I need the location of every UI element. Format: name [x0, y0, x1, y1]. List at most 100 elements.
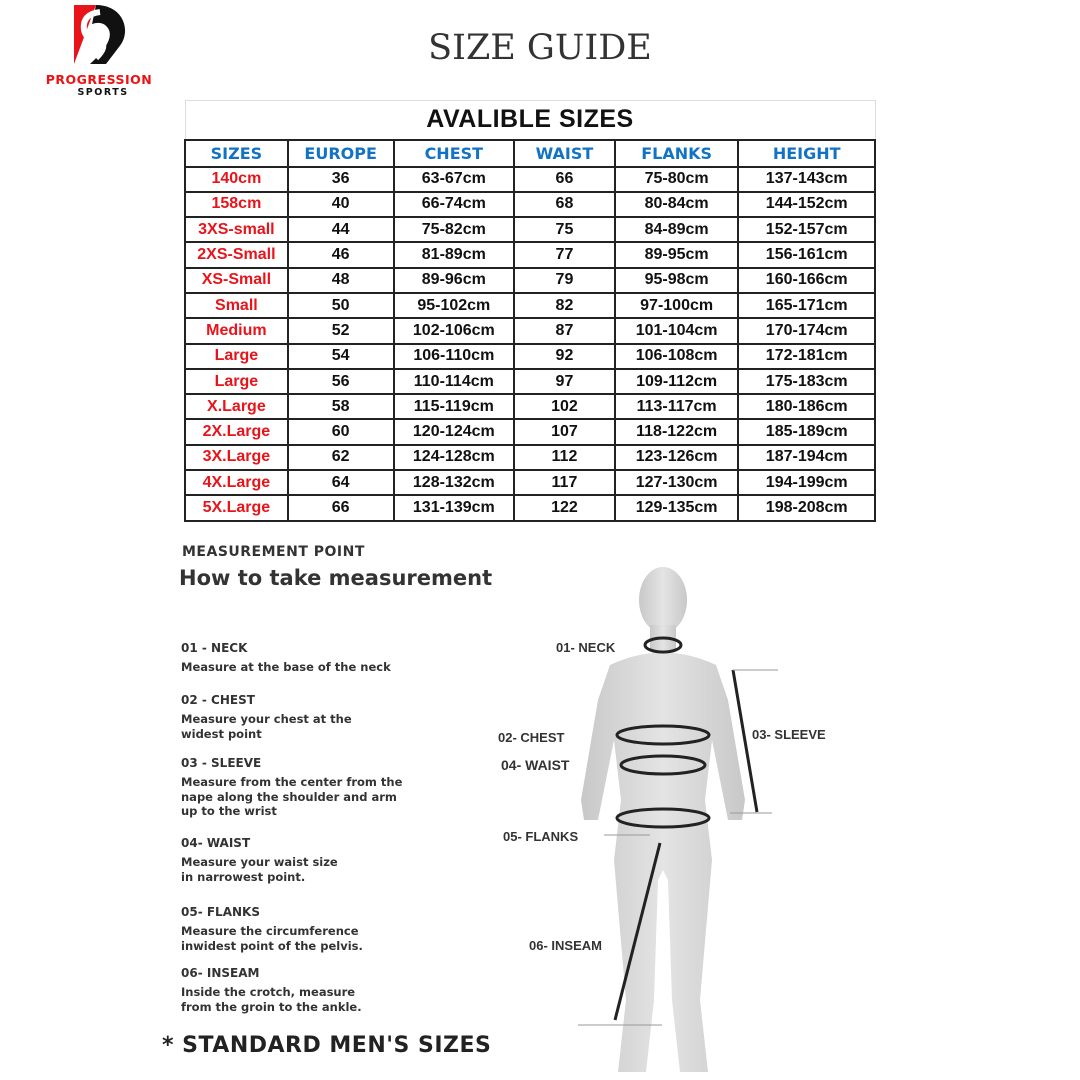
- cell-height: 194-199cm: [737, 469, 876, 497]
- step-title: 05- FLANKS: [181, 905, 260, 919]
- step-description: widest point: [181, 726, 262, 741]
- cell-chest: 95-102cm: [392, 291, 516, 320]
- figure-label-flanks: 05- FLANKS: [503, 829, 579, 844]
- table-row: 4X.Large 64 128-132cm 117 127-130cm 194-199cm: [184, 469, 876, 497]
- cell-sizes: Small: [184, 291, 289, 320]
- step-description: Measure from the center from the: [181, 775, 403, 789]
- cell-sizes: 2XS-Small: [184, 241, 289, 269]
- cell-height: 185-189cm: [737, 418, 876, 446]
- cell-height: 137-143cm: [737, 165, 876, 193]
- step-description: Inside the crotch, measure: [181, 985, 356, 999]
- cell-chest: 66-74cm: [392, 190, 516, 219]
- table-row: 5X.Large 66 131-139cm 122 129-135cm 198-208cm: [184, 494, 876, 522]
- cell-chest: 106-110cm: [392, 342, 516, 370]
- table-header-row: SIZES EUROPE CHEST WAIST FLANKS HEIGHT: [184, 138, 876, 168]
- figure-label-sleeve: 03- SLEEVE: [752, 727, 826, 742]
- figure-label-inseam: 06- INSEAM: [529, 938, 602, 953]
- cell-waist: 68: [513, 190, 616, 219]
- cell-height: 187-194cm: [737, 443, 876, 472]
- table-row: XS-Small 48 89-96cm 79 95-98cm 160-166cm: [184, 266, 876, 294]
- cell-europe: 52: [286, 317, 395, 345]
- body-figure: [578, 567, 778, 1072]
- cell-sizes: Large: [184, 342, 289, 370]
- table-row: Large 54 106-110cm 92 106-108cm 172-181cm: [184, 342, 876, 370]
- step-description: Measure the circumference: [181, 924, 359, 938]
- table-row: 158cm 40 66-74cm 68 80-84cm 144-152cm: [184, 190, 876, 219]
- table-row: 2X.Large 60 120-124cm 107 118-122cm 185-189cm: [184, 418, 876, 446]
- cell-europe: 60: [286, 418, 395, 446]
- cell-europe: 44: [286, 216, 395, 244]
- page-title: SIZE GUIDE: [428, 28, 652, 68]
- cell-sizes: 2X.Large: [184, 418, 289, 446]
- cell-chest: 63-67cm: [392, 165, 516, 193]
- cell-sizes: 158cm: [184, 190, 289, 219]
- step-description: up to the wrist: [181, 804, 277, 818]
- step-description: Measure at the base of the neck: [181, 660, 391, 674]
- table-row: 140cm 36 63-67cm 66 75-80cm 137-143cm: [184, 165, 876, 193]
- step-description: from the groin to the ankle.: [181, 999, 362, 1014]
- cell-sizes: 3X.Large: [184, 443, 289, 472]
- cell-chest: 115-119cm: [392, 393, 516, 421]
- table-row: 3X.Large 62 124-128cm 112 123-126cm 187-194cm: [184, 443, 876, 472]
- step-description: Measure your chest at the: [181, 712, 352, 726]
- cell-flanks: 75-80cm: [613, 165, 740, 193]
- cell-europe: 40: [286, 190, 395, 219]
- cell-waist: 102: [513, 393, 616, 421]
- step-description: inwidest point of the pelvis.: [181, 938, 363, 953]
- cell-europe: 50: [286, 291, 395, 320]
- cell-sizes: X.Large: [184, 393, 289, 421]
- column-header-height: HEIGHT: [737, 138, 876, 168]
- cell-flanks: 101-104cm: [613, 317, 740, 345]
- cell-flanks: 123-126cm: [613, 443, 740, 472]
- cell-waist: 122: [513, 494, 616, 522]
- cell-flanks: 129-135cm: [613, 494, 740, 522]
- table-row: 2XS-Small 46 81-89cm 77 89-95cm 156-161cm: [184, 241, 876, 269]
- cell-sizes: Large: [184, 367, 289, 396]
- cell-chest: 81-89cm: [392, 241, 516, 269]
- step-description: in narrowest point.: [181, 869, 306, 884]
- cell-chest: 128-132cm: [392, 469, 516, 497]
- cell-europe: 64: [286, 469, 395, 497]
- table-row: Small 50 95-102cm 82 97-100cm 165-171cm: [184, 291, 876, 320]
- cell-flanks: 109-112cm: [613, 367, 740, 396]
- cell-height: 180-186cm: [737, 393, 876, 421]
- cell-flanks: 80-84cm: [613, 190, 740, 219]
- standard-sizes-note: * STANDARD MEN'S SIZES: [162, 1033, 492, 1058]
- cell-waist: 112: [513, 443, 616, 472]
- table-caption: AVALIBLE SIZES: [184, 100, 876, 141]
- cell-chest: 110-114cm: [392, 367, 516, 396]
- step-description: nape along the shoulder and arm: [181, 789, 397, 804]
- table-row: Large 56 110-114cm 97 109-112cm 175-183cm: [184, 367, 876, 396]
- cell-sizes: Medium: [184, 317, 289, 345]
- cell-height: 198-208cm: [737, 494, 876, 522]
- cell-europe: 58: [286, 393, 395, 421]
- column-header-europe: EUROPE: [286, 138, 395, 168]
- cell-waist: 75: [513, 216, 616, 244]
- cell-chest: 102-106cm: [392, 317, 516, 345]
- step-title: 06- INSEAM: [181, 966, 260, 980]
- cell-sizes: 3XS-small: [184, 216, 289, 244]
- cell-europe: 62: [286, 443, 395, 472]
- cell-height: 152-157cm: [737, 216, 876, 244]
- cell-europe: 56: [286, 367, 395, 396]
- cell-flanks: 113-117cm: [613, 393, 740, 421]
- cell-sizes: 5X.Large: [184, 494, 289, 522]
- cell-height: 170-174cm: [737, 317, 876, 345]
- cell-chest: 89-96cm: [392, 266, 516, 294]
- cell-flanks: 89-95cm: [613, 241, 740, 269]
- measurement-subheading: How to take measurement: [179, 566, 493, 590]
- column-header-flanks: FLANKS: [613, 138, 740, 168]
- step-title: 02 - CHEST: [181, 693, 255, 707]
- cell-europe: 66: [286, 494, 395, 522]
- cell-chest: 120-124cm: [392, 418, 516, 446]
- logo-brand-name: PROGRESSION: [45, 72, 153, 87]
- cell-height: 175-183cm: [737, 367, 876, 396]
- column-header-waist: WAIST: [513, 138, 616, 168]
- figure-label-neck: 01- NECK: [556, 640, 616, 655]
- cell-sizes: 140cm: [184, 165, 289, 193]
- step-title: 04- WAIST: [181, 836, 251, 850]
- figure-label-chest: 02- CHEST: [498, 730, 565, 745]
- cell-waist: 92: [513, 342, 616, 370]
- cell-height: 165-171cm: [737, 291, 876, 320]
- step-description: Measure your waist size: [181, 855, 338, 869]
